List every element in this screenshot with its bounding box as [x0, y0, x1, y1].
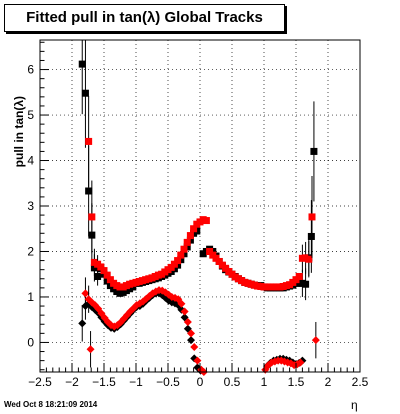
x-tick-label: −2	[65, 375, 79, 389]
y-tick-label: 0	[27, 335, 34, 349]
data-point	[85, 137, 93, 145]
axis-ticks: −2.5 −2 −1.5 −1 −0.5 0 0.5 1 1.5 2 2.5 0 1 2 3 4 5 6	[27, 41, 369, 389]
x-tick-label: −1.5	[92, 375, 116, 389]
data-point	[307, 232, 315, 240]
data-point	[310, 147, 318, 155]
data-point	[81, 289, 90, 298]
x-axis-label: η	[351, 398, 358, 412]
y-tick-label: 2	[27, 244, 34, 258]
y-tick-label: 6	[27, 63, 34, 77]
data-point	[86, 345, 95, 354]
data-point	[186, 232, 194, 240]
data-point	[305, 255, 313, 263]
data-point	[81, 89, 89, 97]
data-point	[177, 299, 186, 308]
data-point	[97, 263, 105, 271]
data-point	[103, 271, 111, 279]
data-point	[190, 342, 199, 351]
chart-title-box: Fitted pull in tan(λ) Global Tracks	[4, 4, 285, 32]
y-tick-label: 1	[27, 290, 34, 304]
data-point	[177, 251, 185, 259]
data-point	[311, 336, 320, 345]
data-point	[190, 225, 198, 233]
data-point	[78, 319, 87, 328]
data-point	[215, 257, 223, 265]
data-point	[180, 307, 189, 316]
data-point	[187, 329, 196, 338]
x-tick-label: 1	[261, 375, 268, 389]
data-point	[308, 213, 316, 221]
data-series	[78, 40, 320, 376]
data-point	[78, 60, 86, 68]
data-point	[170, 260, 178, 268]
y-axis-label: pull in tan(λ)	[12, 96, 26, 168]
data-point	[180, 245, 188, 253]
series-2	[85, 95, 316, 291]
data-point	[296, 358, 305, 367]
x-tick-label: 2	[325, 375, 332, 389]
data-point	[94, 272, 102, 280]
x-tick-label: −1	[129, 375, 143, 389]
data-point	[202, 217, 210, 225]
data-point	[88, 213, 96, 221]
x-tick-label: −0.5	[156, 375, 180, 389]
data-point	[295, 272, 303, 280]
x-tick-label: 0.5	[224, 375, 241, 389]
x-tick-label: 0	[197, 375, 204, 389]
y-tick-label: 4	[27, 154, 34, 168]
data-point	[187, 336, 196, 345]
data-point	[174, 257, 182, 265]
data-point	[193, 356, 202, 365]
data-point	[302, 280, 310, 288]
x-tick-label: 1.5	[288, 375, 305, 389]
data-point	[183, 238, 191, 246]
data-point	[100, 267, 108, 275]
chart-title: Fitted pull in tan(λ) Global Tracks	[26, 9, 263, 26]
data-point	[183, 317, 192, 326]
x-tick-label: −2.5	[28, 375, 52, 389]
timestamp: Wed Oct 8 18:21:09 2014	[4, 400, 98, 409]
data-point	[85, 187, 93, 195]
data-point	[106, 276, 114, 284]
x-tick-label: 2.5	[352, 375, 369, 389]
y-tick-label: 3	[27, 199, 34, 213]
data-point	[206, 247, 214, 255]
series-4	[81, 277, 320, 376]
y-tick-label: 5	[27, 108, 34, 122]
